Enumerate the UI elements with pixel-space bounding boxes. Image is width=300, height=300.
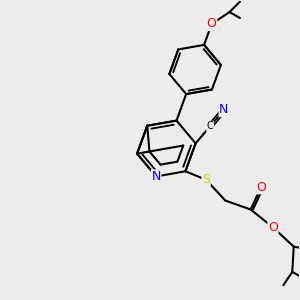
Text: O: O <box>268 221 278 234</box>
Text: S: S <box>202 173 210 186</box>
Text: O: O <box>207 17 217 30</box>
Text: N: N <box>152 170 161 183</box>
Text: C: C <box>207 121 213 131</box>
Text: O: O <box>256 181 266 194</box>
Text: N: N <box>219 103 229 116</box>
